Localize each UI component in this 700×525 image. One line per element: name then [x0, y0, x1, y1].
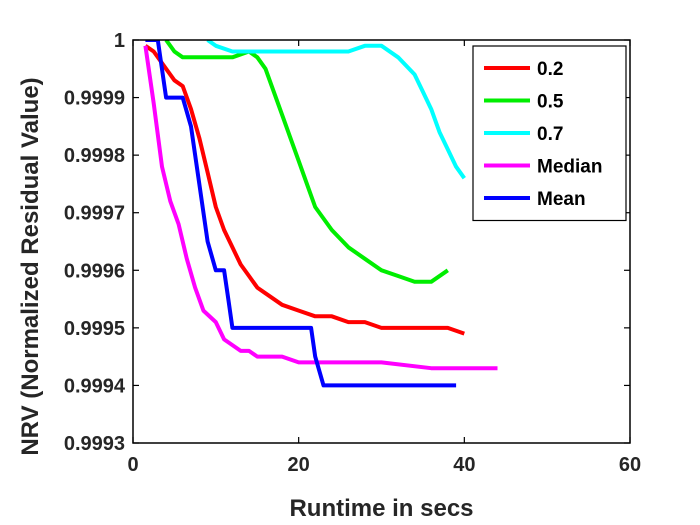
- x-tick-label: 0: [127, 454, 138, 476]
- series-layer: [143, 40, 498, 388]
- legend-label-0-5: 0.5: [537, 92, 564, 113]
- tick-layer: 0 20 40 60 0.9993 0.9994 0.9995 0.9996 0.9997 0.9…: [64, 30, 641, 476]
- y-tick-label: 0.9996: [64, 260, 125, 282]
- y-tick-label: 0.9994: [64, 375, 126, 397]
- series-line-0-7: [206, 40, 466, 180]
- y-tick-label: 0.9997: [64, 203, 125, 225]
- axes-box: [132, 39, 631, 444]
- y-tick-label: 0.9995: [64, 318, 125, 340]
- axes: [132, 39, 631, 444]
- x-axis-title: Runtime in secs: [289, 495, 473, 522]
- series-line-0-5: [164, 40, 449, 284]
- y-tick-label: 0.9999: [64, 88, 125, 110]
- series-line-mean: [145, 40, 457, 388]
- series-line-0-2: [144, 44, 465, 336]
- series-line-median: [143, 45, 498, 371]
- y-tick-label: 1: [114, 30, 125, 52]
- x-tick-label: 40: [453, 454, 475, 476]
- legend-label-0-7: 0.7: [537, 124, 563, 145]
- y-tick-label: 0.9993: [64, 433, 125, 455]
- y-axis-title: NRV (Normalized Residual Value): [17, 77, 44, 455]
- y-tick-label: 0.9998: [64, 145, 125, 167]
- legend-label-median: Median: [537, 157, 602, 178]
- x-tick-label: 60: [619, 454, 641, 476]
- x-tick-label: 20: [288, 454, 310, 476]
- legend-label-0-2: 0.2: [537, 59, 563, 80]
- legend-label-mean: Mean: [537, 189, 586, 210]
- legend: 0.2 0.5 0.7 Median Mean: [472, 45, 627, 222]
